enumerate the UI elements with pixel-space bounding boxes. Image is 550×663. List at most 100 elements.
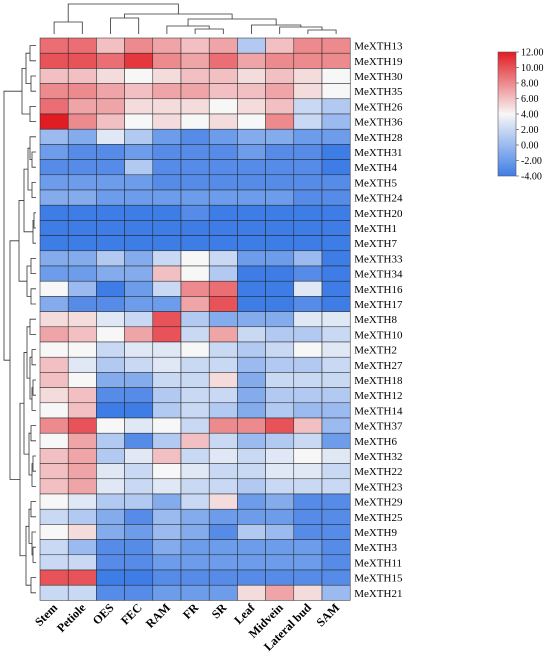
heatmap-cell [321, 174, 351, 191]
heatmap-cell [67, 417, 97, 434]
heatmap-cell [180, 128, 210, 145]
heatmap-cell [96, 220, 125, 236]
heatmap-cell [124, 68, 154, 84]
row-dendrogram-branch [29, 318, 36, 335]
heatmap-cell [180, 144, 210, 160]
heatmap-cell [124, 417, 154, 434]
heatmap-cell [67, 539, 97, 556]
heatmap-cell [39, 524, 69, 540]
heatmap-cell [152, 432, 182, 449]
heatmap-cell [152, 159, 182, 176]
heatmap-cell [124, 280, 154, 297]
heatmap-cell [208, 128, 238, 145]
heatmap-cell [237, 463, 266, 480]
heatmap-cell [321, 387, 351, 404]
heatmap-cell [152, 128, 182, 145]
row-dendrogram-branch [31, 349, 36, 366]
heatmap-cell [293, 554, 323, 571]
heatmap-cell [265, 341, 295, 358]
heatmap-cell [152, 265, 182, 282]
heatmap-cell [180, 539, 210, 556]
heatmap-cell [237, 539, 266, 556]
row-dendrogram-branch [19, 402, 26, 557]
heatmap-cell [321, 417, 351, 434]
heatmap-cell [152, 326, 182, 343]
heatmap-cell [67, 387, 97, 404]
heatmap-cell [321, 311, 351, 328]
colorbar-tick-label: -2.00 [521, 156, 542, 167]
heatmap-cell [39, 311, 69, 328]
heatmap-cell [293, 68, 323, 84]
heatmap-cell [293, 83, 323, 100]
heatmap-cell [293, 265, 323, 282]
heatmap-cell [237, 265, 266, 282]
heatmap-cell [293, 387, 323, 404]
heatmap-cell [208, 508, 238, 525]
heatmap-cell [321, 265, 351, 282]
heatmap-cell [180, 341, 210, 358]
row-dendrogram-branch [18, 200, 27, 282]
heatmap-cell [237, 37, 266, 54]
heatmap-cell [39, 68, 69, 84]
heatmap-cell [208, 402, 238, 419]
heatmap-cell [152, 448, 182, 464]
heatmap-cell [39, 174, 69, 191]
row-dendrogram-branch [30, 288, 36, 305]
heatmap-cell [39, 204, 69, 221]
heatmap-cell [237, 569, 266, 586]
heatmap-cell [180, 98, 210, 115]
heatmap-cell [39, 508, 69, 525]
heatmap-cell [39, 189, 69, 206]
heatmap-cell [321, 463, 351, 480]
colorbar-tick-label: -4.00 [521, 172, 542, 183]
heatmap-cell [321, 569, 351, 586]
heatmap-cell [293, 569, 323, 586]
heatmap-cell [124, 265, 154, 282]
heatmap-cell [265, 113, 295, 130]
heatmap-cell [293, 584, 323, 601]
heatmap-cell [124, 463, 154, 480]
heatmap-cell [237, 584, 266, 601]
row-label: MeXTH27 [354, 360, 403, 372]
heatmap-cell [67, 569, 97, 586]
color-legend: 12.00 10.00 8.00 6.00 4.00 2.00 0.00 -2.00 -4.00 [497, 48, 544, 183]
colorbar-tick-label: 10.00 [521, 63, 544, 74]
row-label: MeXTH15 [354, 573, 403, 585]
row-label: MeXTH5 [354, 177, 397, 189]
heatmap-cell [208, 159, 238, 176]
heatmap-cell [321, 280, 351, 297]
heatmap-cell [321, 493, 351, 510]
heatmap-cell [39, 463, 69, 480]
heatmap-cell [124, 144, 154, 160]
row-label: MeXTH20 [354, 208, 403, 220]
row-dendrogram-branch [23, 168, 33, 233]
heatmap-cell [124, 250, 154, 267]
heatmap-cell [265, 524, 295, 540]
row-label: MeXTH26 [354, 101, 403, 113]
heatmap-cell [265, 372, 295, 388]
heatmap-cell [180, 250, 210, 267]
heatmap-cell [265, 311, 295, 328]
column-label: Petiole [54, 600, 89, 635]
heatmap-cells [39, 37, 351, 601]
column-dendrogram-branch [194, 28, 224, 34]
heatmap-cell [96, 98, 125, 115]
heatmap-cell [180, 265, 210, 282]
heatmap-cell [67, 128, 97, 145]
row-dendrogram-branch [29, 45, 36, 62]
heatmap-cell [67, 265, 97, 282]
heatmap-cell [293, 493, 323, 510]
row-label: MeXTH10 [354, 329, 403, 341]
heatmap-cell [180, 311, 210, 328]
heatmap-cell [96, 235, 125, 252]
heatmap-cell [67, 341, 97, 358]
row-dendrogram-branch [29, 106, 36, 122]
heatmap-cell [293, 128, 323, 145]
heatmap-cell [208, 144, 238, 160]
heatmap-cell [265, 584, 295, 601]
heatmap-cell [124, 220, 154, 236]
colorbar-gradient [497, 51, 517, 177]
heatmap-cell [208, 372, 238, 388]
heatmap-cell [152, 554, 182, 571]
